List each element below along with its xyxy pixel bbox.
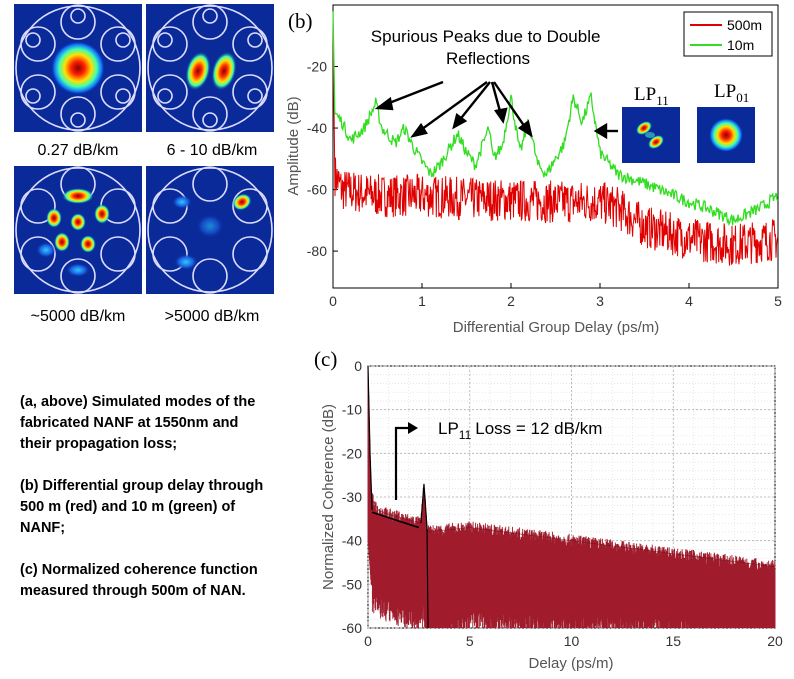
mode-loss-label: ~5000 dB/km [30, 308, 126, 325]
x-tick-label: 20 [767, 633, 783, 649]
mode-loss-label: >5000 dB/km [164, 308, 260, 325]
x-tick-label: 0 [364, 633, 372, 649]
chart-b-annotation-line1: Spurious Peaks due to Double [371, 27, 601, 46]
chart-b-legend: 500m 10m [683, 11, 773, 57]
y-tick-label: -50 [342, 576, 362, 592]
x-tick-label: 1 [418, 293, 426, 309]
chart-c: 0 5 10 15 20 0 -10 -20 -30 -40 -50 -60 (c) LP11 Loss… [314, 347, 783, 672]
y-tick-label: -20 [307, 59, 327, 75]
mode-image-higher-order-2 [146, 166, 274, 294]
mode-image-higher-order-1-svg [14, 166, 142, 294]
x-tick-label: 5 [466, 633, 474, 649]
legend-box [683, 11, 773, 57]
chart-c-series [367, 365, 776, 629]
chart-b-annotation-line2: Reflections [446, 49, 530, 68]
chart-c-annotation-lp: LP [438, 419, 459, 438]
inset-lp01-spot [709, 118, 743, 152]
caption-a: (a, above) Simulated modes of the fabric… [20, 394, 256, 452]
y-tick-label: -40 [342, 533, 362, 549]
chart-b-arrows [374, 80, 618, 140]
mode-image-higher-order-1 [14, 166, 142, 294]
arrow-head [493, 107, 508, 124]
arrow-head [593, 122, 608, 140]
arrow [417, 81, 488, 133]
chart-b-ticks: 0 1 2 3 4 5-20-40-60-80 [307, 59, 782, 309]
inset-lp01: LP01 [697, 81, 755, 163]
series-envelope [367, 365, 776, 568]
figure-caption: (a, above) Simulated modes of the fabric… [20, 392, 270, 623]
arrow-head [452, 112, 468, 130]
mode-image-lp01-svg [14, 4, 142, 132]
chart-c-ylabel: Normalized Coherence (dB) [320, 404, 337, 590]
chart-b: 0 1 2 3 4 5-20-40-60-80 (b) Spurious Peaks du… [285, 4, 782, 336]
y-tick-label: -40 [307, 120, 327, 136]
chart-c-annotation-arrow [394, 426, 410, 500]
inset-lp11-label-main: LP [634, 84, 656, 105]
x-tick-label: 0 [329, 293, 337, 309]
chart-c-panel-label: (c) [314, 347, 337, 371]
y-tick-label: -30 [342, 489, 362, 505]
arrow-head [408, 422, 418, 434]
inset-lp01-label-sub: 01 [736, 90, 749, 105]
x-tick-label: 15 [665, 633, 681, 649]
arrow [394, 426, 410, 500]
chart-c-xlabel: Delay (ps/m) [528, 655, 613, 672]
arrow [493, 81, 528, 131]
arrow [457, 81, 491, 123]
y-tick-label: -20 [342, 445, 362, 461]
chart-c-annotation: LP11 Loss = 12 dB/km [438, 419, 602, 442]
inset-lp11-lobe [635, 120, 653, 136]
y-tick-label: -60 [342, 620, 362, 636]
legend-label-10m: 10m [727, 37, 754, 53]
inset-lp11: LP11 [622, 84, 680, 163]
inset-lp11-lobe [645, 132, 655, 138]
caption-b: (b) Differential group delay through 500… [20, 478, 264, 536]
x-tick-label: 10 [564, 633, 580, 649]
legend-label-500m: 500m [727, 17, 762, 33]
series-lp11-peak [420, 483, 429, 629]
mode-image-lp01 [14, 4, 142, 132]
series-main-peak [367, 365, 373, 511]
inset-lp01-label: LP01 [714, 81, 749, 105]
inset-lp11-lobe [647, 134, 665, 150]
chart-b-series [332, 11, 779, 266]
arrow-head [374, 96, 394, 111]
mode-loss-label: 6 - 10 dB/km [166, 142, 258, 159]
series-line-10m [332, 11, 779, 227]
arrow-head [517, 119, 533, 138]
arrow-head [410, 122, 428, 138]
chart-b-xlabel: Differential Group Delay (ps/m) [453, 319, 659, 336]
chart-b-panel-label: (b) [288, 9, 313, 33]
series-area-coherence [367, 366, 776, 628]
x-tick-label: 4 [685, 293, 693, 309]
x-tick-label: 5 [774, 293, 782, 309]
arrow [383, 80, 444, 107]
chart-c-annotation-text: Loss = 12 dB/km [475, 419, 602, 438]
mode-image-lp11 [146, 4, 274, 132]
chart-b-annotation: Spurious Peaks due to Double Reflections [371, 27, 605, 68]
inset-lp11-label: LP11 [634, 84, 669, 108]
x-tick-label: 3 [596, 293, 604, 309]
mode-image-higher-order-2-svg [146, 166, 274, 294]
caption-c: (c) Normalized coherence function measur… [20, 562, 258, 599]
inset-lp01-label-main: LP [714, 81, 736, 102]
mode-image-lp11-svg [146, 4, 274, 132]
series-fit-line [371, 511, 420, 529]
y-tick-label: -80 [307, 243, 327, 259]
mode-loss-label: 0.27 dB/km [37, 142, 119, 159]
y-tick-label: -60 [307, 182, 327, 198]
x-tick-label: 2 [507, 293, 515, 309]
chart-b-ylabel: Amplitude (dB) [285, 96, 302, 195]
y-tick-label: 0 [354, 358, 362, 374]
series-line-500m [332, 20, 779, 266]
inset-lp11-label-sub: 11 [656, 93, 669, 108]
y-tick-label: -10 [342, 402, 362, 418]
chart-c-annotation-sub: 11 [459, 428, 472, 442]
